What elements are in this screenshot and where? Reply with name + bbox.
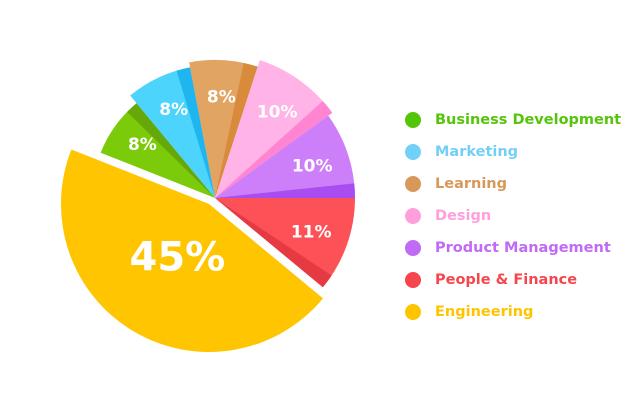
pie-slice-label-design: 10% [257,102,298,122]
pie-slice-label-people-finance: 11% [291,223,332,243]
legend-swatch [405,176,421,192]
pie-slice-edge-design [215,100,333,198]
pie-slice-edge-people-finance [215,198,332,288]
legend-item: People & Finance [405,264,621,296]
legend-item: Marketing [405,136,621,168]
pie-slice-label-business-development: 8% [128,135,157,155]
legend-label: Marketing [435,144,519,160]
legend-swatch [405,240,421,256]
pie-slice-design [215,60,333,198]
pie-slice-people-finance [215,198,355,288]
pie-slice-engineering [60,149,324,353]
chart-legend: Business Development Marketing Learning Des… [405,104,621,328]
pie-slices [60,59,355,353]
legend-swatch [405,272,421,288]
pie-slice-edge-product-management [215,183,355,198]
legend-item: Design [405,200,621,232]
pie-slice-edge-business-development [127,103,215,198]
pie-slice-product-management [215,115,355,198]
legend-label: Learning [435,176,508,192]
pie-slice-edge-marketing [176,67,215,198]
legend-swatch [405,208,421,224]
pie-slice-label-engineering: 45% [130,235,226,281]
legend-swatch [405,304,421,320]
pie-slice-label-marketing: 8% [159,100,188,120]
legend-item: Product Management [405,232,621,264]
legend-label: Design [435,208,492,224]
pie-slice-label-product-management: 10% [292,156,333,176]
pie-slice-edge-learning [215,63,258,198]
legend-item: Engineering [405,296,621,328]
pie-slice-labels: 11%45%8%8%8%10%10% [128,88,333,281]
pie-slice-business-development [100,103,215,198]
legend-label: People & Finance [435,272,578,288]
legend-item: Learning [405,168,621,200]
legend-swatch [405,112,421,128]
legend-label: Engineering [435,304,534,320]
legend-label: Business Development [435,112,622,128]
legend-swatch [405,144,421,160]
legend-label: Product Management [435,240,611,256]
pie-slice-label-learning: 8% [207,88,236,108]
legend-item: Business Development [405,104,621,136]
